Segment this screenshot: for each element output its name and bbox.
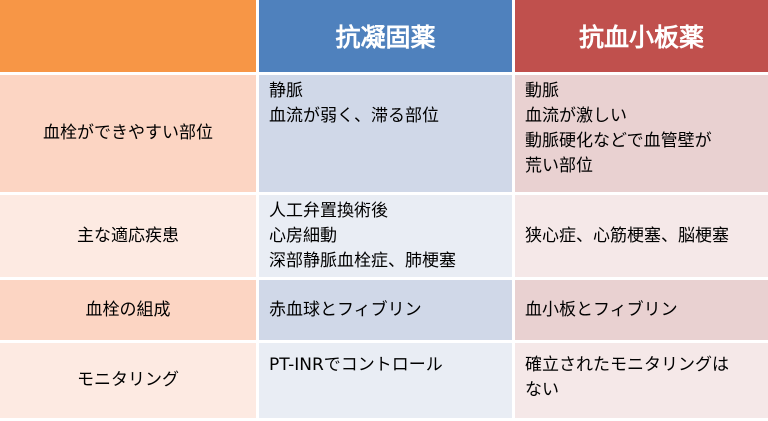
cell-line: 荒い部位 <box>525 156 593 176</box>
table-row: 主な適応疾患 人工弁置換術後 心房細動深部静脈血栓症、肺梗塞 狭心症、心筋梗塞、脳… <box>0 195 768 277</box>
cell-line: 心房細動 <box>269 226 337 246</box>
cell-line: 静脈 <box>269 81 303 101</box>
row-label: 主な適応疾患 <box>0 195 256 277</box>
row-label: 血栓の組成 <box>0 280 256 340</box>
antiplatelet-cell: 動脈血流が激しい動脈硬化などで血管壁が 荒い部位 <box>515 75 768 192</box>
cell-line: 血流が弱く、滞る部位 <box>269 106 439 126</box>
anticoagulant-cell: 人工弁置換術後 心房細動深部静脈血栓症、肺梗塞 <box>259 195 512 277</box>
anticoagulant-cell: 赤血球とフィブリン <box>259 280 512 340</box>
table-row: 血栓ができやすい部位 静脈血流が弱く、滞る部位 動脈血流が激しい動脈硬化などで血… <box>0 75 768 192</box>
header-row: 抗凝固薬 抗血小板薬 <box>0 0 768 72</box>
table-row: 血栓の組成 赤血球とフィブリン 血小板とフィブリン <box>0 280 768 340</box>
cell-line: 動脈 <box>525 81 559 101</box>
anticoagulant-cell: PT-INRでコントロール <box>259 343 512 418</box>
cell-line: 人工弁置換術後 <box>269 201 388 221</box>
cell-line: 血流が激しい <box>525 106 627 126</box>
antiplatelet-cell: 血小板とフィブリン <box>515 280 768 340</box>
cell-line: 血小板とフィブリン <box>525 299 678 320</box>
cell-line: 狭心症、心筋梗塞、脳梗塞 <box>525 225 729 246</box>
header-blank <box>0 0 256 72</box>
cell-line: 赤血球とフィブリン <box>269 299 422 320</box>
row-label: モニタリング <box>0 343 256 418</box>
cell-line: 深部静脈血栓症、肺梗塞 <box>269 251 456 271</box>
header-anticoagulant: 抗凝固薬 <box>259 0 512 72</box>
row-label: 血栓ができやすい部位 <box>0 75 256 192</box>
antiplatelet-cell: 狭心症、心筋梗塞、脳梗塞 <box>515 195 768 277</box>
antiplatelet-cell: 確立されたモニタリングは ない <box>515 343 768 418</box>
anticoagulant-cell: 静脈血流が弱く、滞る部位 <box>259 75 512 192</box>
cell-line: 動脈硬化などで血管壁が <box>525 131 712 151</box>
table-row: モニタリング PT-INRでコントロール 確立されたモニタリングは ない <box>0 343 768 418</box>
cell-line: 確立されたモニタリングは <box>525 355 729 375</box>
cell-line: ない <box>525 380 559 400</box>
header-antiplatelet: 抗血小板薬 <box>515 0 768 72</box>
cell-line: PT-INRでコントロール <box>269 355 443 375</box>
